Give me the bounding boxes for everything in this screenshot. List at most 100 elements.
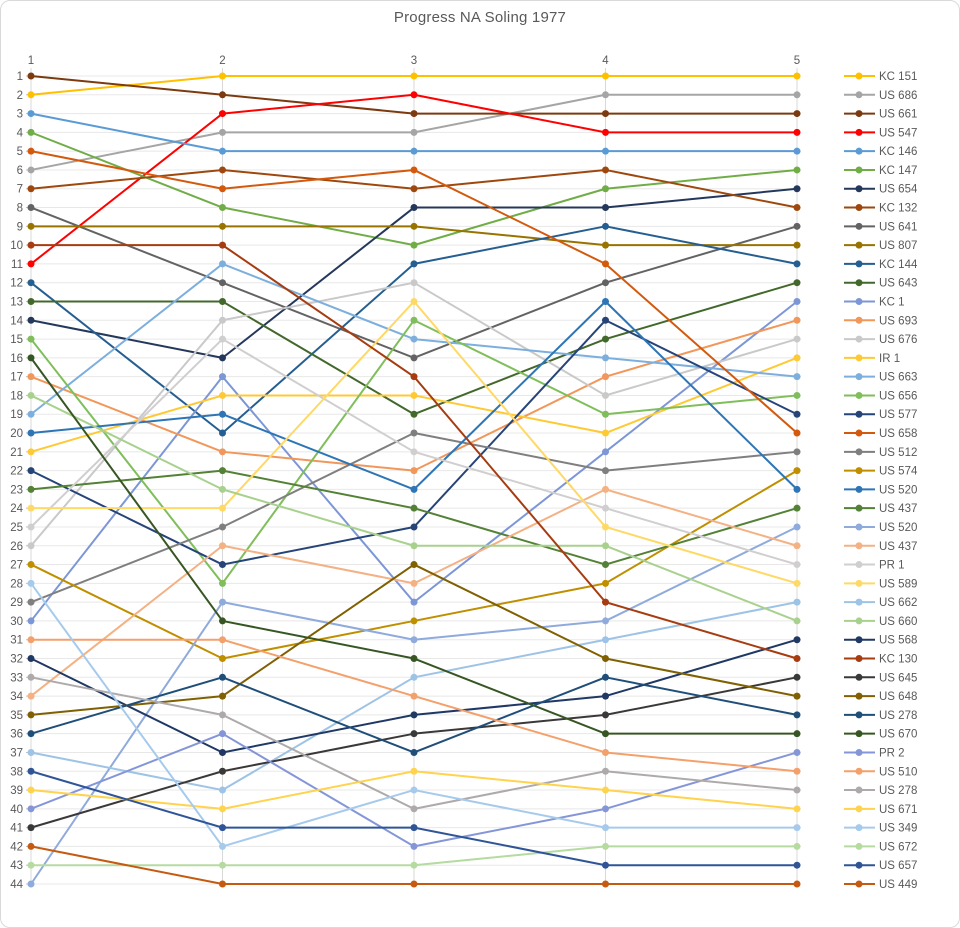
series-marker-us-671-39-race-1[interactable]	[27, 786, 35, 794]
legend-swatch-marker-us-657-42[interactable]	[855, 861, 863, 869]
series-marker-us-278-38-race-3[interactable]	[410, 805, 418, 813]
series-marker-us-449-43-race-3[interactable]	[410, 880, 418, 888]
legend-label-us-645-32[interactable]: US 645	[879, 672, 917, 684]
series-marker-kc-146-4-race-1[interactable]	[27, 110, 35, 118]
series-marker-us-349-40-race-2[interactable]	[219, 842, 226, 850]
series-marker-us-643-11-race-3[interactable]	[410, 410, 418, 418]
series-marker-us-449-43-race-1[interactable]	[27, 842, 35, 850]
legend-swatch-marker-us-671-39[interactable]	[855, 805, 863, 813]
legend-swatch-marker-us-278-38[interactable]	[855, 786, 863, 794]
series-marker-kc-132-7-race-2[interactable]	[219, 166, 226, 174]
series-marker-us-349-40-race-1[interactable]	[27, 579, 35, 587]
series-marker-us-654-6-race-1[interactable]	[27, 316, 35, 324]
series-marker-kc-144-10-race-4[interactable]	[602, 222, 609, 230]
series-marker-us-670-35-race-3[interactable]	[410, 655, 418, 663]
series-marker-kc-147-5-race-4[interactable]	[602, 185, 609, 193]
series-marker-us-643-11-race-2[interactable]	[219, 297, 226, 305]
series-marker-kc-146-4-race-2[interactable]	[219, 147, 226, 155]
series-marker-us-662-28-race-3[interactable]	[410, 673, 418, 681]
series-marker-us-278-34-race-1[interactable]	[27, 730, 35, 738]
series-marker-us-663-16-race-1[interactable]	[27, 410, 35, 418]
series-marker-us-663-16-race-4[interactable]	[602, 354, 609, 362]
series-marker-us-520-22-race-1[interactable]	[27, 429, 35, 437]
series-marker-us-672-41-race-2[interactable]	[219, 861, 226, 869]
series-marker-us-656-17-race-3[interactable]	[410, 316, 418, 324]
legend-swatch-marker-us-663-16[interactable]	[855, 373, 863, 381]
series-marker-kc-132-7-race-5[interactable]	[793, 204, 801, 212]
legend-label-us-648-33[interactable]: US 648	[879, 691, 917, 703]
series-marker-us-807-9-race-5[interactable]	[793, 241, 801, 249]
legend-swatch-marker-us-349-40[interactable]	[855, 824, 863, 832]
legend-label-us-672-41[interactable]: US 672	[879, 841, 917, 853]
series-marker-us-693-13-race-4[interactable]	[602, 373, 609, 381]
series-marker-us-676-14-race-3[interactable]	[410, 279, 418, 287]
series-marker-us-657-42-race-1[interactable]	[27, 767, 35, 775]
series-marker-kc-144-10-race-3[interactable]	[410, 260, 418, 268]
series-marker-us-663-16-race-2[interactable]	[219, 260, 226, 268]
series-marker-us-656-17-race-5[interactable]	[793, 391, 801, 399]
series-marker-us-648-33-race-3[interactable]	[410, 561, 418, 569]
series-marker-us-520-22-race-3[interactable]	[410, 485, 418, 493]
series-marker-us-589-27-race-5[interactable]	[793, 579, 801, 587]
series-marker-us-510-37-race-1[interactable]	[27, 636, 35, 644]
series-marker-pr-2-36-race-3[interactable]	[410, 842, 418, 850]
series-marker-us-661-2-race-3[interactable]	[410, 110, 418, 118]
series-marker-us-278-34-race-3[interactable]	[410, 748, 418, 756]
series-marker-us-589-27-race-1[interactable]	[27, 504, 35, 512]
legend-swatch-marker-us-449-43[interactable]	[855, 880, 863, 888]
series-marker-us-589-27-race-2[interactable]	[219, 504, 226, 512]
series-marker-us-437-23-race-4[interactable]	[602, 561, 609, 569]
series-marker-us-568-30-race-4[interactable]	[602, 692, 609, 700]
series-marker-us-656-17-race-2[interactable]	[219, 579, 226, 587]
series-marker-us-693-13-race-2[interactable]	[219, 448, 226, 456]
series-marker-us-645-32-race-1[interactable]	[27, 824, 35, 832]
series-marker-us-510-37-race-2[interactable]	[219, 636, 226, 644]
series-marker-us-449-43-race-2[interactable]	[219, 880, 226, 888]
series-marker-kc-144-10-race-5[interactable]	[793, 260, 801, 268]
legend-swatch-marker-us-520-24[interactable]	[855, 523, 863, 531]
series-marker-us-686-1-race-2[interactable]	[219, 128, 226, 136]
series-marker-us-656-17-race-4[interactable]	[602, 410, 609, 418]
legend-swatch-marker-us-437-23[interactable]	[855, 504, 863, 512]
legend-label-us-658-19[interactable]: US 658	[879, 428, 917, 440]
legend-swatch-marker-us-676-14[interactable]	[855, 335, 863, 343]
series-marker-us-547-3-race-3[interactable]	[410, 91, 418, 99]
series-marker-kc-132-7-race-4[interactable]	[602, 166, 609, 174]
series-marker-us-686-1-race-3[interactable]	[410, 128, 418, 136]
series-marker-us-660-29-race-2[interactable]	[219, 485, 226, 493]
series-marker-us-437-23-race-5[interactable]	[793, 504, 801, 512]
legend-label-us-656-17[interactable]: US 656	[879, 390, 917, 402]
series-marker-us-568-30-race-2[interactable]	[219, 748, 226, 756]
legend-label-us-643-11[interactable]: US 643	[879, 278, 917, 290]
series-marker-us-676-14-race-4[interactable]	[602, 391, 609, 399]
legend-swatch-marker-kc-130-31[interactable]	[855, 655, 863, 663]
legend-swatch-marker-us-641-8[interactable]	[855, 222, 863, 230]
legend-label-kc-146-4[interactable]: KC 146	[879, 146, 917, 158]
series-marker-pr-2-36-race-5[interactable]	[793, 748, 801, 756]
legend-label-ir-1-15[interactable]: IR 1	[879, 353, 900, 365]
series-marker-us-577-18-race-2[interactable]	[219, 561, 226, 569]
legend-label-us-278-38[interactable]: US 278	[879, 785, 917, 797]
legend-swatch-marker-ir-1-15[interactable]	[855, 354, 863, 362]
series-marker-us-658-19-race-2[interactable]	[219, 185, 226, 193]
series-marker-us-661-2-race-2[interactable]	[219, 91, 226, 99]
series-marker-pr-2-36-race-4[interactable]	[602, 805, 609, 813]
series-marker-us-807-9-race-3[interactable]	[410, 222, 418, 230]
legend-swatch-marker-us-278-34[interactable]	[855, 711, 863, 719]
series-marker-us-437-25-race-5[interactable]	[793, 542, 801, 550]
series-marker-us-449-43-race-5[interactable]	[793, 880, 801, 888]
series-marker-us-658-19-race-3[interactable]	[410, 166, 418, 174]
series-marker-us-660-29-race-5[interactable]	[793, 617, 801, 625]
series-marker-kc-1-12-race-5[interactable]	[793, 297, 801, 305]
legend-label-us-657-42[interactable]: US 657	[879, 860, 917, 872]
legend-swatch-marker-us-510-37[interactable]	[855, 767, 863, 775]
series-marker-us-510-37-race-4[interactable]	[602, 748, 609, 756]
series-marker-kc-146-4-race-5[interactable]	[793, 147, 801, 155]
legend-label-us-686-1[interactable]: US 686	[879, 90, 917, 102]
series-marker-us-510-37-race-3[interactable]	[410, 692, 418, 700]
legend-swatch-marker-us-693-13[interactable]	[855, 316, 863, 324]
series-marker-us-449-43-race-4[interactable]	[602, 880, 609, 888]
series-marker-kc-132-7-race-1[interactable]	[27, 185, 35, 193]
series-marker-kc-146-4-race-4[interactable]	[602, 147, 609, 155]
series-marker-ir-1-15-race-3[interactable]	[410, 391, 418, 399]
